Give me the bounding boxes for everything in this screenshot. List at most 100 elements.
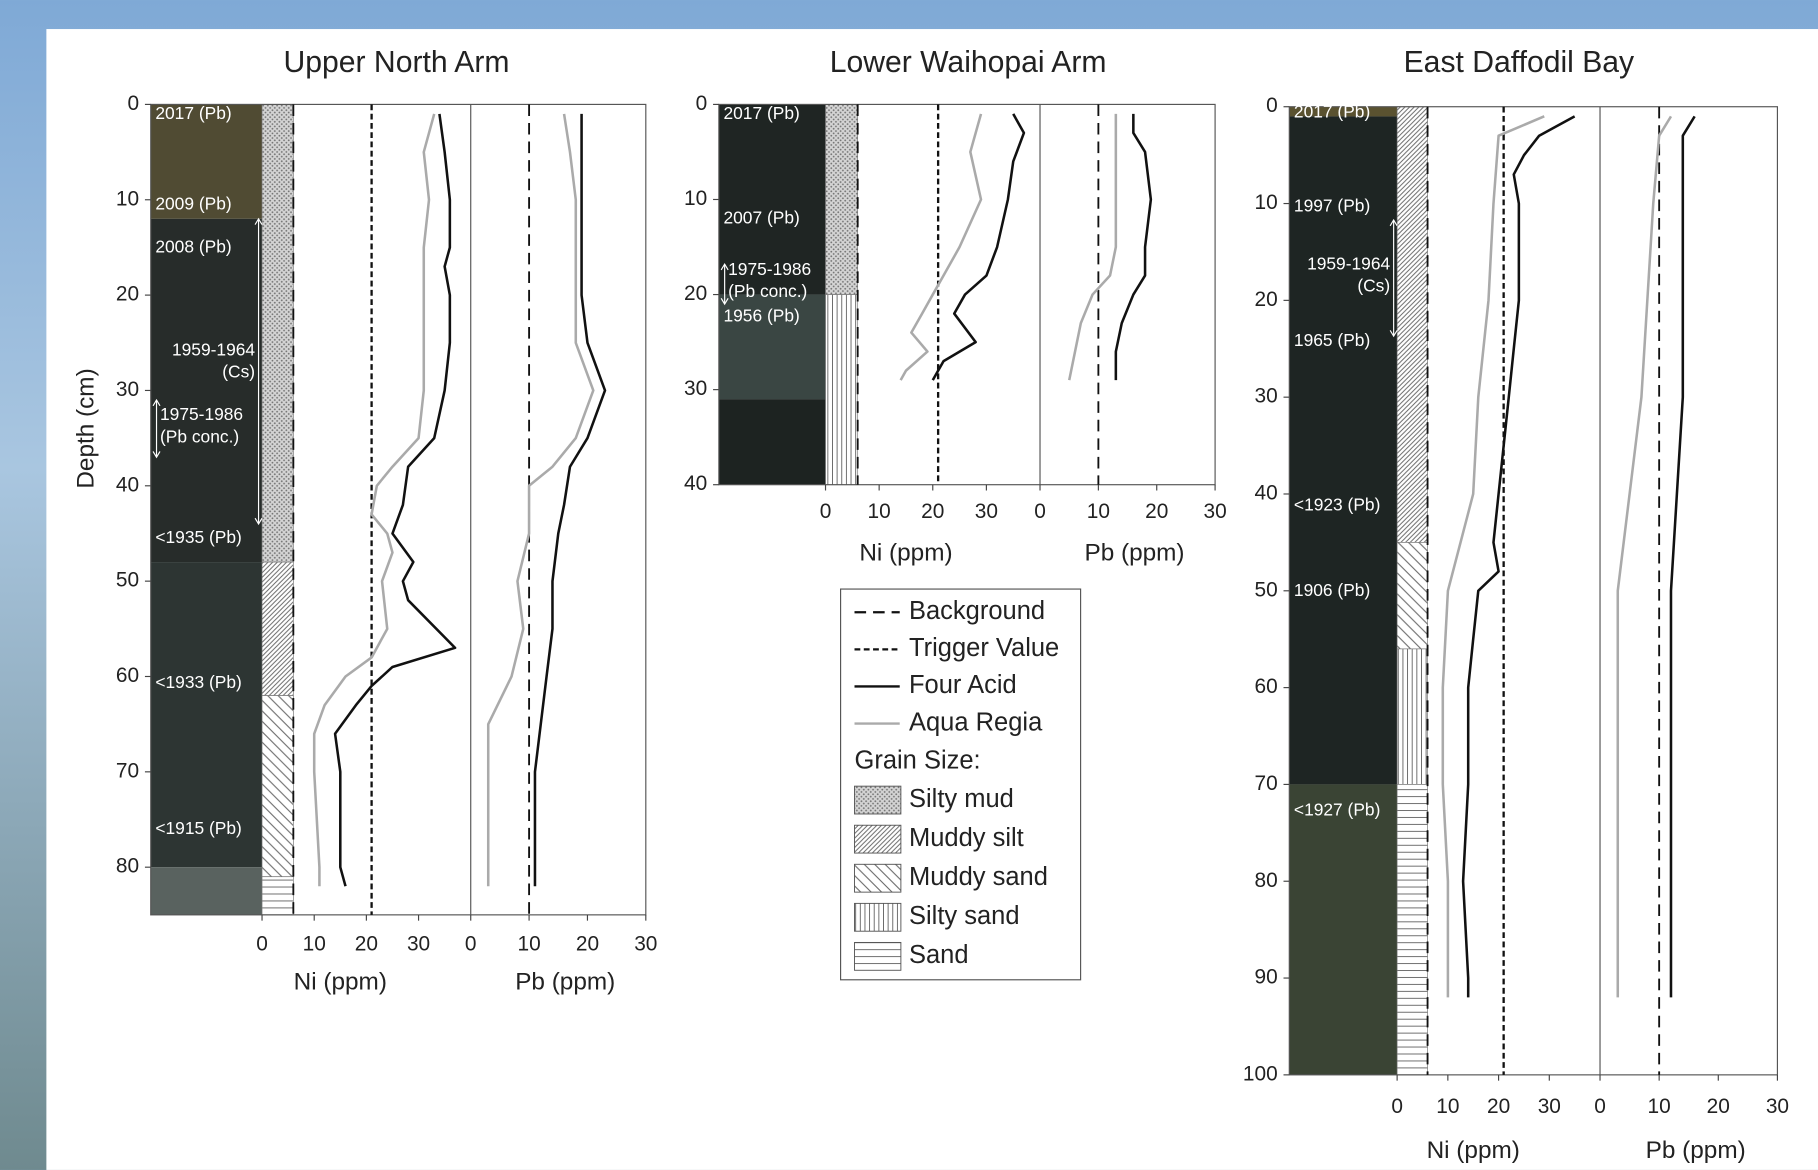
core-annotation: 1997 (Pb): [1294, 195, 1370, 215]
grain-layer: [262, 562, 293, 695]
annotation-line: <1915 (Pb): [155, 818, 241, 838]
x-tick-label: 30: [1538, 1095, 1561, 1118]
y-tick-label: 40: [116, 473, 139, 496]
core-annotation: <1923 (Pb): [1294, 494, 1380, 514]
y-tick-label: 30: [1254, 385, 1277, 408]
legend-label: Muddy sand: [909, 863, 1048, 891]
core-annotation: 1965 (Pb): [1294, 330, 1370, 350]
y-tick-label: 40: [684, 472, 707, 495]
legend: Background Trigger Value Four Acid Aqua Reg…: [841, 589, 1081, 980]
annotation-line: 1975-1986: [160, 404, 243, 424]
annotation-line: 2009 (Pb): [155, 193, 231, 213]
x-axis-label: Pb (ppm): [1084, 540, 1184, 567]
core-annotation: 2008 (Pb): [155, 236, 231, 256]
x-tick-label: 30: [634, 933, 657, 956]
legend-label: Muddy silt: [909, 824, 1024, 852]
y-tick-label: 0: [128, 92, 140, 115]
grain-layer: [1397, 542, 1427, 648]
figure: Background Trigger Value Four Acid Aqua Reg…: [0, 0, 1818, 1170]
annotation-line: 1997 (Pb): [1294, 195, 1370, 215]
x-tick-label: 10: [1436, 1095, 1459, 1118]
core-annotation: 2017 (Pb): [1294, 101, 1370, 121]
panel-title: Upper North Arm: [284, 46, 510, 79]
legend-swatch: [855, 786, 901, 814]
y-tick-label: 10: [684, 187, 707, 210]
x-tick-label: 0: [465, 933, 477, 956]
x-tick-label: 20: [576, 933, 599, 956]
x-axis-label: Ni (ppm): [1427, 1137, 1520, 1164]
core-unit: [151, 867, 262, 915]
y-tick-label: 20: [684, 282, 707, 305]
annotation-line: 1965 (Pb): [1294, 330, 1370, 350]
x-axis-label: Ni (ppm): [294, 969, 387, 996]
x-tick-label: 10: [517, 933, 540, 956]
y-tick-label: 10: [116, 187, 139, 210]
x-tick-label: 30: [407, 933, 430, 956]
y-tick-label: 40: [1254, 481, 1277, 504]
page: { "chart_data": [ { "type": "line", "tit…: [0, 0, 1818, 1170]
annotation-line: (Cs): [222, 361, 255, 381]
legend-label: Trigger Value: [909, 634, 1059, 662]
annotation-line: 2017 (Pb): [155, 103, 231, 123]
y-tick-label: 50: [116, 569, 139, 592]
y-tick-label: 0: [696, 92, 708, 115]
core-unit: [1289, 784, 1397, 1074]
core-annotation: 2017 (Pb): [155, 103, 231, 123]
legend-label: Four Acid: [909, 671, 1017, 699]
y-tick-label: 50: [1254, 578, 1277, 601]
annotation-line: 1959-1964: [1307, 253, 1390, 273]
y-tick-label: 70: [116, 759, 139, 782]
core-unit: [151, 219, 262, 562]
core-annotation: <1927 (Pb): [1294, 799, 1380, 819]
core-annotation: <1915 (Pb): [155, 818, 241, 838]
grain-layer: [1397, 784, 1427, 1074]
x-tick-label: 20: [355, 933, 378, 956]
legend-label: Aqua Regia: [909, 708, 1043, 736]
annotation-line: 2017 (Pb): [1294, 101, 1370, 121]
annotation-line: <1933 (Pb): [155, 672, 241, 692]
core-annotation: 1956 (Pb): [723, 305, 799, 325]
y-tick-label: 0: [1266, 94, 1278, 117]
core-annotation: <1933 (Pb): [155, 672, 241, 692]
x-tick-label: 0: [820, 500, 832, 523]
x-tick-label: 0: [1391, 1095, 1403, 1118]
annotation-line: 2017 (Pb): [723, 103, 799, 123]
legend-label: Silty sand: [909, 902, 1020, 930]
annotation-line: (Pb conc.): [728, 280, 807, 300]
annotation-line: (Pb conc.): [160, 426, 239, 446]
y-tick-label: 60: [116, 664, 139, 687]
x-tick-label: 20: [921, 500, 944, 523]
x-tick-label: 0: [1034, 500, 1046, 523]
x-tick-label: 30: [975, 500, 998, 523]
annotation-line: 2007 (Pb): [723, 207, 799, 227]
legend-swatch: [855, 942, 901, 970]
annotation-line: <1935 (Pb): [155, 527, 241, 547]
legend-label: Silty mud: [909, 785, 1014, 813]
annotation-line: 1906 (Pb): [1294, 579, 1370, 599]
annotation-line: 2008 (Pb): [155, 236, 231, 256]
x-axis-label: Pb (ppm): [1646, 1137, 1746, 1164]
legend-label: Background: [909, 597, 1045, 625]
core-annotation: 2017 (Pb): [723, 103, 799, 123]
core-annotation: <1935 (Pb): [155, 527, 241, 547]
y-tick-label: 20: [1254, 288, 1277, 311]
grain-layer: [826, 295, 858, 485]
x-tick-label: 10: [303, 933, 326, 956]
x-tick-label: 20: [1145, 500, 1168, 523]
x-tick-label: 20: [1707, 1095, 1730, 1118]
core-annotation: 2009 (Pb): [155, 193, 231, 213]
y-tick-label: 10: [1254, 191, 1277, 214]
x-tick-label: 10: [1087, 500, 1110, 523]
annotation-line: 1959-1964: [172, 339, 255, 359]
grain-layer: [1397, 107, 1427, 543]
x-tick-label: 0: [256, 933, 268, 956]
y-tick-label: 90: [1254, 966, 1277, 989]
legend-swatch: [855, 825, 901, 853]
y-tick-label: 100: [1243, 1062, 1278, 1085]
y-tick-label: 20: [116, 283, 139, 306]
grain-layer: [262, 877, 293, 915]
grain-layer: [1397, 649, 1427, 785]
x-tick-label: 20: [1487, 1095, 1510, 1118]
panel-title: Lower Waihopai Arm: [830, 46, 1107, 79]
core-unit: [719, 399, 826, 485]
